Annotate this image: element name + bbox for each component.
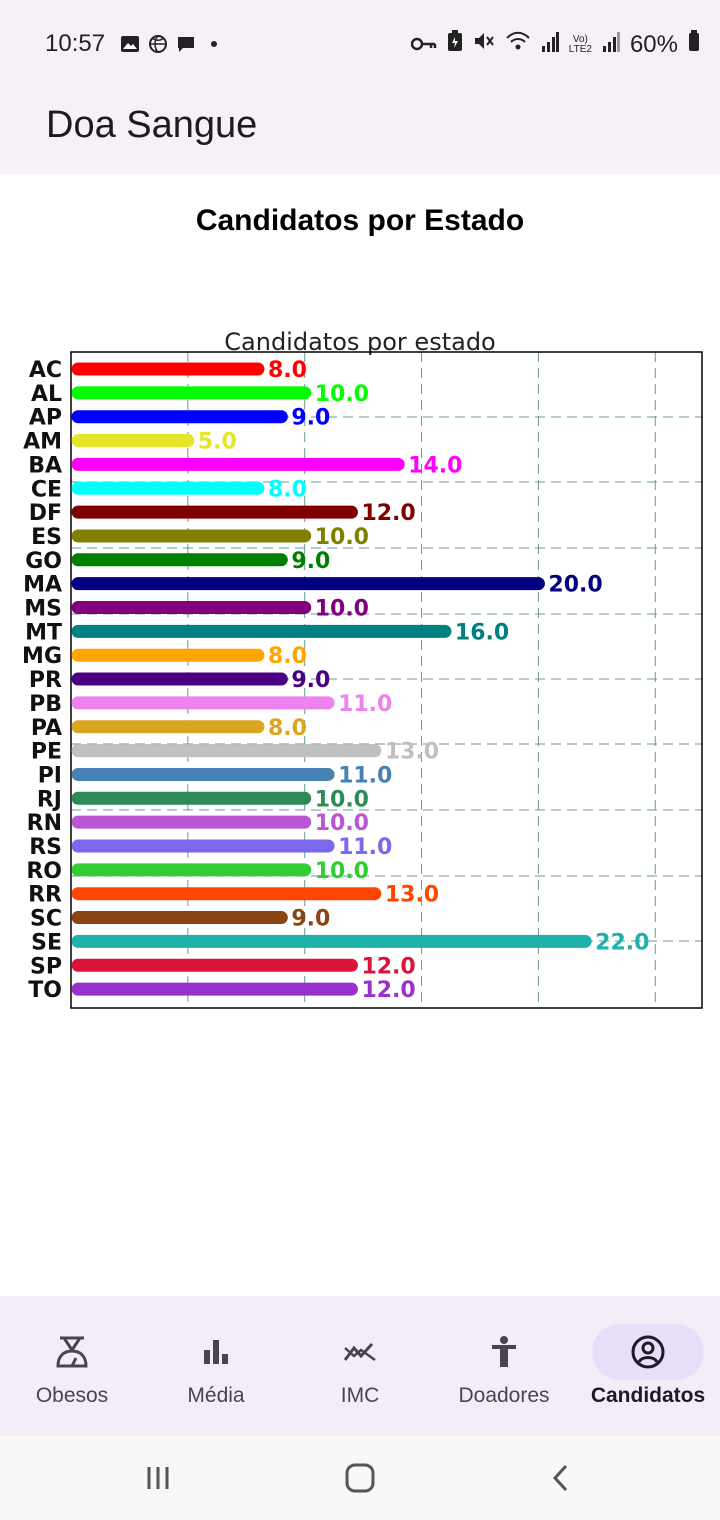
y-tick-label: RN [27, 811, 62, 836]
data-label: 10.0 [315, 525, 369, 550]
data-label: 9.0 [291, 668, 330, 693]
data-label: 10.0 [315, 787, 369, 812]
y-tick-label: DF [29, 501, 62, 526]
data-label: 10.0 [315, 597, 369, 622]
data-label: 9.0 [291, 406, 330, 431]
trending-icon [304, 1324, 416, 1380]
data-label: 10.0 [315, 382, 369, 407]
page-title: Candidatos por Estado [195, 204, 525, 237]
data-label: 8.0 [268, 644, 307, 669]
y-tick-label: MG [22, 644, 62, 669]
app-title: Doa Sangue [46, 104, 258, 146]
data-label: 13.0 [385, 740, 439, 765]
signal-icon [541, 31, 559, 59]
home-icon[interactable] [330, 1458, 390, 1498]
notification-icons [120, 34, 224, 54]
y-tick-label: PA [31, 716, 62, 741]
y-tick-label: GO [25, 549, 62, 574]
volte-icon: Vo) LTE2 [568, 33, 592, 55]
back-icon[interactable] [532, 1458, 592, 1498]
y-tick-label: AL [31, 382, 62, 407]
data-label: 10.0 [315, 859, 369, 884]
y-tick-label: BA [28, 453, 62, 478]
wifi-icon [505, 30, 531, 59]
data-label: 12.0 [361, 501, 415, 526]
nav-label-media: Média [187, 1384, 245, 1407]
data-label: 8.0 [268, 358, 307, 383]
nav-item-imc[interactable]: IMC [288, 1296, 432, 1436]
y-tick-label: AM [23, 430, 62, 455]
data-label: 14.0 [408, 453, 462, 478]
y-tick-label: SP [30, 954, 62, 979]
y-tick-label: AC [29, 358, 62, 383]
status-bar: 10:57 Vo) LTE2 [0, 0, 720, 90]
battery-text: 60% [629, 30, 678, 58]
system-status: Vo) LTE2 60% [410, 30, 700, 59]
data-label: 12.0 [361, 954, 415, 979]
y-tick-label: RR [28, 883, 62, 908]
data-label: 16.0 [455, 620, 509, 645]
data-label: 8.0 [268, 716, 307, 741]
dot-icon [204, 34, 224, 54]
y-tick-label: PR [29, 668, 62, 693]
data-label: 8.0 [268, 477, 307, 502]
nav-item-obesos[interactable]: Obesos [0, 1296, 144, 1436]
y-tick-label: SE [31, 930, 62, 955]
key-icon [410, 31, 437, 59]
data-label: 13.0 [385, 883, 439, 908]
bar-chart-icon [160, 1324, 272, 1380]
chat-icon [176, 34, 196, 54]
recent-apps-icon[interactable] [128, 1458, 188, 1498]
y-tick-label: AP [29, 406, 62, 431]
person-icon [448, 1324, 560, 1380]
status-time: 10:57 [45, 30, 106, 57]
data-label: 22.0 [595, 930, 649, 955]
y-tick-label: MT [25, 620, 62, 645]
account-circle-icon [592, 1324, 704, 1380]
y-tick-label: TO [28, 978, 62, 1003]
battery-saver-icon [447, 30, 463, 59]
nav-item-media[interactable]: Média [144, 1296, 288, 1436]
y-tick-label: CE [31, 477, 62, 502]
nav-item-candidatos[interactable]: Candidatos [576, 1296, 720, 1436]
y-tick-label: SC [30, 907, 62, 932]
nav-label-candidatos: Candidatos [590, 1384, 706, 1407]
nav-label-doadores: Doadores [458, 1384, 550, 1407]
top-app-bar: Doa Sangue [0, 90, 720, 174]
y-tick-label: MA [23, 573, 62, 598]
plot-frame [70, 351, 703, 1009]
image-icon [120, 34, 140, 54]
data-label: 9.0 [291, 907, 330, 932]
y-tick-label: RJ [37, 787, 62, 812]
data-label: 11.0 [338, 692, 392, 717]
data-label: 12.0 [361, 978, 415, 1003]
scale-icon [16, 1324, 128, 1380]
y-tick-label: RS [29, 835, 62, 860]
data-label: 10.0 [315, 811, 369, 836]
y-tick-label: PE [31, 740, 62, 765]
data-label: 11.0 [338, 835, 392, 860]
data-label: 9.0 [291, 549, 330, 574]
data-label: 11.0 [338, 763, 392, 788]
y-tick-label: RO [26, 859, 62, 884]
signal2-icon [602, 31, 620, 59]
y-tick-label: ES [31, 525, 62, 550]
mute-icon [473, 30, 495, 59]
battery-icon [688, 30, 700, 59]
basketball-icon [148, 34, 168, 54]
data-label: 5.0 [198, 430, 237, 455]
bottom-navigation: Obesos Média IMC Doadores Candidatos [0, 1296, 720, 1436]
y-tick-label: MS [24, 597, 62, 622]
system-navigation-bar [0, 1436, 720, 1520]
y-tick-label: PI [38, 763, 62, 788]
nav-label-imc: IMC [340, 1384, 380, 1407]
nav-label-obesos: Obesos [35, 1384, 109, 1407]
y-tick-label: PB [29, 692, 62, 717]
nav-item-doadores[interactable]: Doadores [432, 1296, 576, 1436]
data-label: 20.0 [548, 573, 602, 598]
